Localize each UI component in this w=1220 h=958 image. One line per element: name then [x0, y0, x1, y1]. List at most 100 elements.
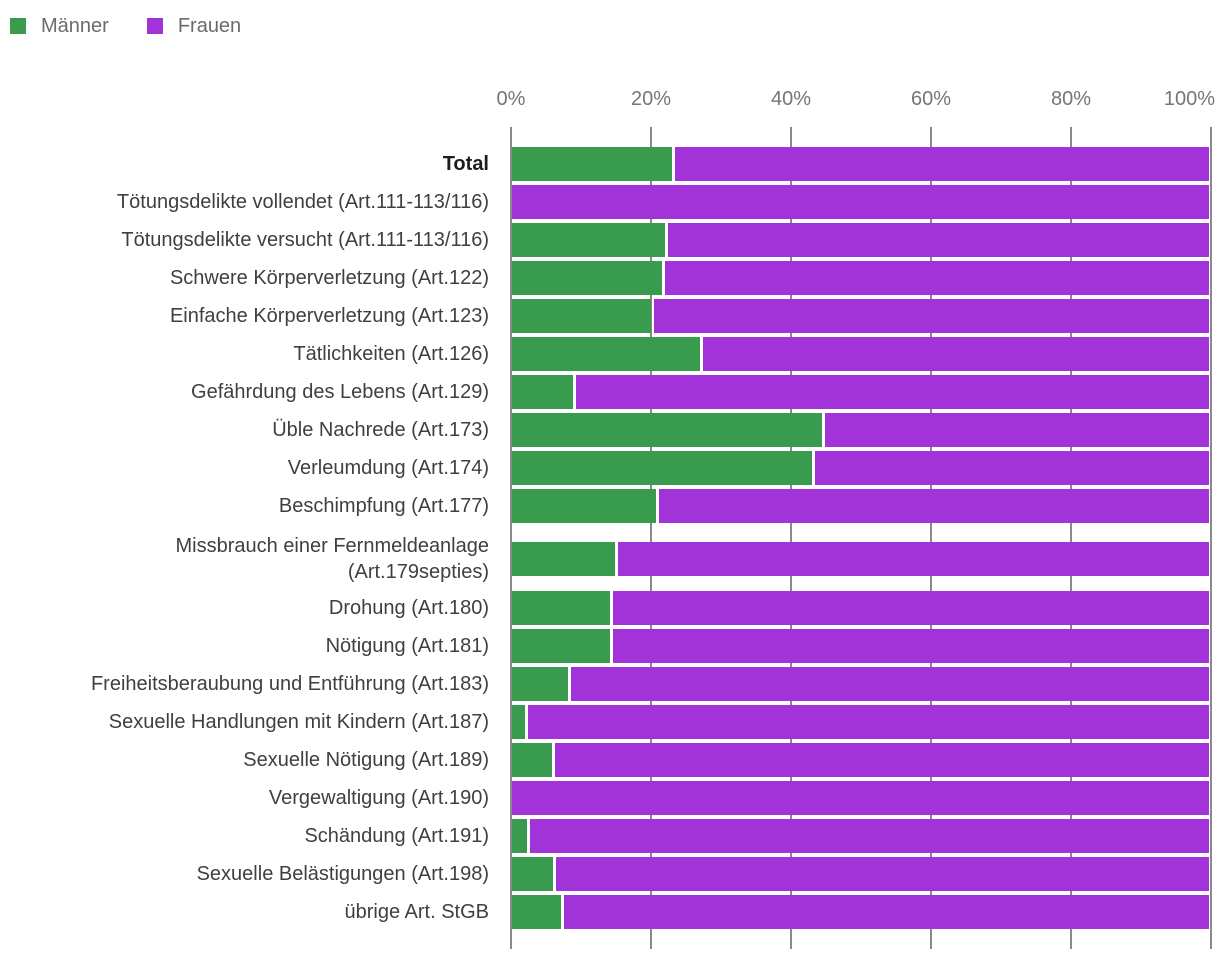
x-axis-tick-label: 20%: [630, 88, 672, 110]
bar-track: [512, 185, 1209, 219]
bar-track: [512, 743, 1209, 777]
chart-row: Verleumdung (Art.174): [0, 451, 1209, 489]
frauen-bar-segment[interactable]: [571, 667, 1209, 701]
category-label: Missbrauch einer Fernmeldeanlage (Art.17…: [175, 535, 490, 583]
category-label: Vergewaltigung (Art.190): [268, 787, 489, 809]
maenner-bar-segment[interactable]: [512, 705, 525, 739]
frauen-bar-segment[interactable]: [555, 743, 1209, 777]
chart-row: Missbrauch einer Fernmeldeanlage (Art.17…: [0, 527, 1209, 591]
chart-row: Drohung (Art.180): [0, 591, 1209, 629]
bar-track: [512, 261, 1209, 295]
bar-track: [512, 895, 1209, 929]
frauen-bar-segment[interactable]: [613, 591, 1209, 625]
gridline: [790, 127, 792, 949]
gridline: [510, 127, 512, 949]
bar-track: [512, 375, 1209, 409]
legend-item-frauen: Frauen: [146, 15, 242, 37]
frauen-bar-segment[interactable]: [659, 489, 1209, 523]
chart-row: Schwere Körperverletzung (Art.122): [0, 261, 1209, 299]
frauen-bar-segment[interactable]: [512, 781, 1209, 815]
maenner-bar-segment[interactable]: [512, 743, 552, 777]
gridlines-layer: [510, 127, 1214, 949]
category-label: Sexuelle Belästigungen (Art.198): [196, 863, 489, 885]
frauen-swatch-icon: [146, 18, 163, 34]
frauen-bar-segment[interactable]: [530, 819, 1209, 853]
category-label: Beschimpfung (Art.177): [278, 495, 489, 517]
maenner-bar-segment[interactable]: [512, 489, 656, 523]
x-axis-tick-label: 100%: [1163, 88, 1216, 110]
frauen-bar-segment[interactable]: [618, 542, 1209, 576]
chart-rows: Total Tötungsdelikte vollendet (Art.111-1…: [0, 147, 1209, 933]
x-axis-labels: 0% 20% 40% 60% 80% 100%: [0, 88, 1220, 114]
chart-row: Tätlichkeiten (Art.126): [0, 337, 1209, 375]
bar-track: [512, 781, 1209, 815]
maenner-bar-segment[interactable]: [512, 413, 822, 447]
category-label: übrige Art. StGB: [344, 901, 489, 923]
chart-row: Schändung (Art.191): [0, 819, 1209, 857]
chart-row: übrige Art. StGB: [0, 895, 1209, 933]
bar-track: [512, 591, 1209, 625]
chart-row: Nötigung (Art.181): [0, 629, 1209, 667]
maenner-bar-segment[interactable]: [512, 591, 610, 625]
maenner-bar-segment[interactable]: [512, 223, 665, 257]
legend-item-maenner: Männer: [10, 16, 109, 36]
chart-row: Tötungsdelikte versucht (Art.111-113/116…: [0, 223, 1209, 261]
x-axis-tick-label: 60%: [910, 88, 952, 110]
category-label: Total: [442, 153, 489, 175]
chart-row: Total: [0, 147, 1209, 185]
frauen-bar-segment[interactable]: [675, 147, 1209, 181]
maenner-bar-segment[interactable]: [512, 542, 615, 576]
maenner-bar-segment[interactable]: [512, 375, 573, 409]
maenner-bar-segment[interactable]: [512, 261, 662, 295]
frauen-bar-segment[interactable]: [815, 451, 1209, 485]
frauen-bar-segment[interactable]: [613, 629, 1209, 663]
frauen-bar-segment[interactable]: [528, 705, 1209, 739]
maenner-bar-segment[interactable]: [512, 147, 672, 181]
frauen-bar-segment[interactable]: [564, 895, 1209, 929]
category-label: Tätlichkeiten (Art.126): [293, 343, 489, 365]
category-label: Tötungsdelikte vollendet (Art.111-113/11…: [116, 191, 489, 213]
chart-row: Sexuelle Handlungen mit Kindern (Art.187…: [0, 705, 1209, 743]
maenner-bar-segment[interactable]: [512, 667, 568, 701]
x-axis-tick-label: 80%: [1050, 88, 1092, 110]
frauen-bar-segment[interactable]: [703, 337, 1209, 371]
chart-row: Sexuelle Nötigung (Art.189): [0, 743, 1209, 781]
maenner-bar-segment[interactable]: [512, 629, 610, 663]
bar-track: [512, 542, 1209, 576]
category-label: Sexuelle Nötigung (Art.189): [243, 749, 489, 771]
category-label: Einfache Körperverletzung (Art.123): [169, 305, 489, 327]
maenner-bar-segment[interactable]: [512, 895, 561, 929]
frauen-bar-segment[interactable]: [576, 375, 1209, 409]
maenner-bar-segment[interactable]: [512, 451, 812, 485]
gridline: [1070, 127, 1072, 949]
category-label: Schwere Körperverletzung (Art.122): [169, 267, 489, 289]
category-label: Nötigung (Art.181): [325, 635, 489, 657]
category-label: Tötungsdelikte versucht (Art.111-113/116…: [121, 229, 489, 251]
category-label: Üble Nachrede (Art.173): [272, 419, 489, 441]
legend-label-frauen: Frauen: [177, 15, 242, 37]
category-label: Drohung (Art.180): [328, 597, 489, 619]
frauen-bar-segment[interactable]: [556, 857, 1209, 891]
maenner-bar-segment[interactable]: [512, 857, 553, 891]
bar-track: [512, 337, 1209, 371]
bar-track: [512, 819, 1209, 853]
maenner-bar-segment[interactable]: [512, 819, 527, 853]
bar-track: [512, 223, 1209, 257]
gridline: [930, 127, 932, 949]
frauen-bar-segment[interactable]: [668, 223, 1209, 257]
category-label: Freiheitsberaubung und Entführung (Art.1…: [90, 673, 489, 695]
maenner-swatch-icon: [10, 18, 26, 34]
chart-row: Gefährdung des Lebens (Art.129): [0, 375, 1209, 413]
chart-row: Vergewaltigung (Art.190): [0, 781, 1209, 819]
frauen-bar-segment[interactable]: [654, 299, 1209, 333]
frauen-bar-segment[interactable]: [825, 413, 1209, 447]
bar-track: [512, 667, 1209, 701]
category-label: Gefährdung des Lebens (Art.129): [191, 381, 489, 403]
chart-row: Freiheitsberaubung und Entführung (Art.1…: [0, 667, 1209, 705]
frauen-bar-segment[interactable]: [665, 261, 1209, 295]
maenner-bar-segment[interactable]: [512, 337, 700, 371]
maenner-bar-segment[interactable]: [512, 299, 651, 333]
chart-row: Beschimpfung (Art.177): [0, 489, 1209, 527]
bar-track: [512, 147, 1209, 181]
frauen-bar-segment[interactable]: [512, 185, 1209, 219]
